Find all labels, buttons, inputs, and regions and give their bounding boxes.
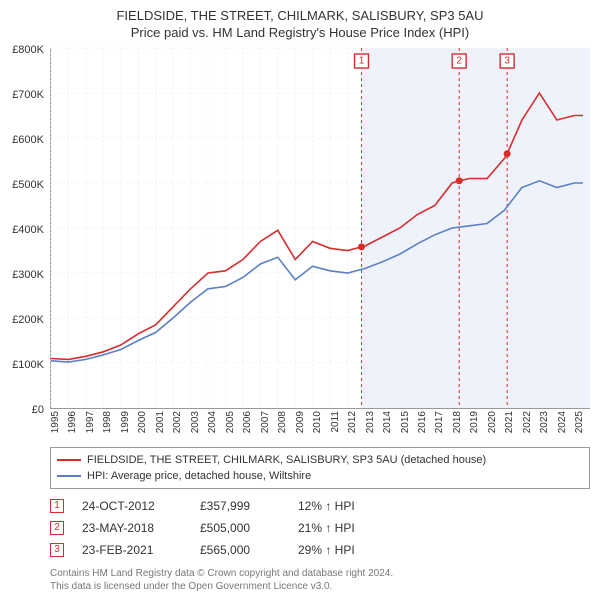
chart-container: FIELDSIDE, THE STREET, CHILMARK, SALISBU… bbox=[0, 0, 600, 593]
x-tick-label: 2016 bbox=[417, 411, 428, 433]
event-price: £565,000 bbox=[200, 539, 280, 561]
x-tick-label: 1999 bbox=[120, 411, 131, 433]
x-tick-label: 2017 bbox=[434, 411, 445, 433]
event-row: 3 23-FEB-2021 £565,000 29% ↑ HPI bbox=[50, 539, 590, 561]
y-tick-label: £500K bbox=[12, 179, 44, 191]
event-price: £505,000 bbox=[200, 517, 280, 539]
y-tick-label: £600K bbox=[12, 134, 44, 146]
event-marker: 3 bbox=[50, 543, 64, 557]
x-tick-label: 2003 bbox=[190, 411, 201, 433]
plot-area: 1 2 3 bbox=[50, 48, 590, 409]
event-pct: 21% ↑ HPI bbox=[298, 517, 378, 539]
event-price: £357,999 bbox=[200, 495, 280, 517]
x-tick-label: 2007 bbox=[260, 411, 271, 433]
x-tick-label: 2000 bbox=[137, 411, 148, 433]
x-tick-label: 2001 bbox=[155, 411, 166, 433]
x-tick-label: 2023 bbox=[539, 411, 550, 433]
event-pct: 12% ↑ HPI bbox=[298, 495, 378, 517]
legend-swatch bbox=[57, 459, 81, 461]
x-tick-label: 2010 bbox=[312, 411, 323, 433]
x-tick-label: 1995 bbox=[50, 411, 61, 433]
svg-text:1: 1 bbox=[359, 55, 365, 66]
event-date: 23-MAY-2018 bbox=[82, 517, 182, 539]
legend-label: HPI: Average price, detached house, Wilt… bbox=[87, 468, 311, 484]
event-date: 23-FEB-2021 bbox=[82, 539, 182, 561]
x-tick-label: 2022 bbox=[522, 411, 533, 433]
x-tick-label: 2015 bbox=[400, 411, 411, 433]
x-tick-label: 2012 bbox=[347, 411, 358, 433]
event-marker: 1 bbox=[50, 499, 64, 513]
x-tick-label: 2020 bbox=[487, 411, 498, 433]
footer-line1: Contains HM Land Registry data © Crown c… bbox=[50, 567, 590, 580]
title-main: FIELDSIDE, THE STREET, CHILMARK, SALISBU… bbox=[0, 8, 600, 23]
x-tick-label: 2018 bbox=[452, 411, 463, 433]
y-tick-label: £400K bbox=[12, 224, 44, 236]
y-tick-label: £700K bbox=[12, 89, 44, 101]
x-tick-label: 2002 bbox=[172, 411, 183, 433]
legend-item: HPI: Average price, detached house, Wilt… bbox=[57, 468, 583, 484]
x-tick-label: 2008 bbox=[277, 411, 288, 433]
x-axis-labels: 1995 1996 1997 1998 1999 2000 2001 2002 2003 2004… bbox=[50, 409, 590, 443]
x-tick-label: 2013 bbox=[365, 411, 376, 433]
event-date: 24-OCT-2012 bbox=[82, 495, 182, 517]
x-tick-label: 2005 bbox=[225, 411, 236, 433]
events-table: 1 24-OCT-2012 £357,999 12% ↑ HPI 2 23-MAY-201… bbox=[50, 495, 590, 561]
footer: Contains HM Land Registry data © Crown c… bbox=[50, 567, 590, 593]
x-tick-label: 1996 bbox=[67, 411, 78, 433]
legend-item: FIELDSIDE, THE STREET, CHILMARK, SALISBU… bbox=[57, 452, 583, 468]
event-row: 1 24-OCT-2012 £357,999 12% ↑ HPI bbox=[50, 495, 590, 517]
x-tick-label: 2004 bbox=[207, 411, 218, 433]
y-tick-label: £800K bbox=[12, 44, 44, 56]
svg-text:3: 3 bbox=[504, 55, 510, 66]
legend-label: FIELDSIDE, THE STREET, CHILMARK, SALISBU… bbox=[87, 452, 486, 468]
event-row: 2 23-MAY-2018 £505,000 21% ↑ HPI bbox=[50, 517, 590, 539]
plot-svg: 1 2 3 bbox=[51, 48, 590, 408]
x-tick-label: 2011 bbox=[330, 411, 341, 433]
title-sub: Price paid vs. HM Land Registry's House … bbox=[0, 25, 600, 40]
y-tick-label: £0 bbox=[32, 404, 44, 416]
y-tick-label: £100K bbox=[12, 359, 44, 371]
x-tick-label: 2006 bbox=[242, 411, 253, 433]
x-tick-label: 1997 bbox=[85, 411, 96, 433]
event-pct: 29% ↑ HPI bbox=[298, 539, 378, 561]
svg-text:2: 2 bbox=[456, 55, 462, 66]
event-marker: 2 bbox=[50, 521, 64, 535]
legend-swatch bbox=[57, 475, 81, 477]
titles: FIELDSIDE, THE STREET, CHILMARK, SALISBU… bbox=[0, 0, 600, 40]
x-tick-label: 2024 bbox=[557, 411, 568, 433]
y-tick-label: £200K bbox=[12, 314, 44, 326]
y-tick-label: £300K bbox=[12, 269, 44, 281]
x-tick-label: 2021 bbox=[504, 411, 515, 433]
x-tick-label: 1998 bbox=[102, 411, 113, 433]
legend: FIELDSIDE, THE STREET, CHILMARK, SALISBU… bbox=[50, 447, 590, 489]
x-tick-label: 2014 bbox=[382, 411, 393, 433]
x-tick-label: 2009 bbox=[295, 411, 306, 433]
x-tick-label: 2019 bbox=[469, 411, 480, 433]
x-tick-label: 2025 bbox=[574, 411, 585, 433]
y-axis-labels: £0£100K£200K£300K£400K£500K£600K£700K£80… bbox=[0, 50, 46, 410]
footer-line2: This data is licensed under the Open Gov… bbox=[50, 580, 590, 593]
